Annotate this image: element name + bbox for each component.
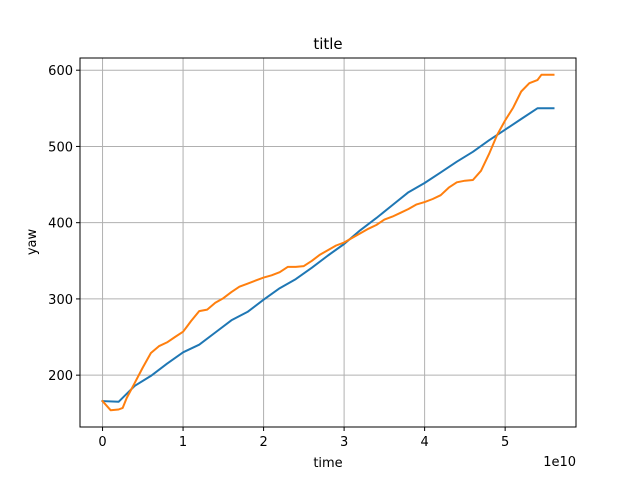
y-axis-label: yaw bbox=[25, 228, 40, 255]
x-tick-label: 1 bbox=[179, 435, 187, 450]
chart-title: title bbox=[313, 35, 342, 53]
y-tick-label: 600 bbox=[48, 64, 73, 79]
grid-lines bbox=[80, 58, 576, 427]
x-tick-label: 0 bbox=[98, 435, 106, 450]
y-tick-label: 500 bbox=[48, 140, 73, 155]
y-tick-label: 200 bbox=[48, 369, 73, 384]
plot-frame bbox=[79, 57, 577, 428]
series-lines bbox=[101, 73, 555, 412]
axis-ticks: 0 1 2 3 4 5 200 300 400 500 600 bbox=[48, 64, 509, 450]
x-tick-label: 3 bbox=[340, 435, 348, 450]
x-tick-label: 5 bbox=[501, 435, 509, 450]
x-tick-label: 2 bbox=[259, 435, 267, 450]
y-tick-label: 300 bbox=[48, 293, 73, 308]
series-line-2 bbox=[101, 73, 555, 412]
x-axis-offset-label: 1e10 bbox=[543, 455, 576, 470]
x-tick-label: 4 bbox=[420, 435, 428, 450]
y-tick-label: 400 bbox=[48, 217, 73, 232]
x-axis-label: time bbox=[313, 456, 342, 471]
series-line-1 bbox=[101, 107, 555, 403]
